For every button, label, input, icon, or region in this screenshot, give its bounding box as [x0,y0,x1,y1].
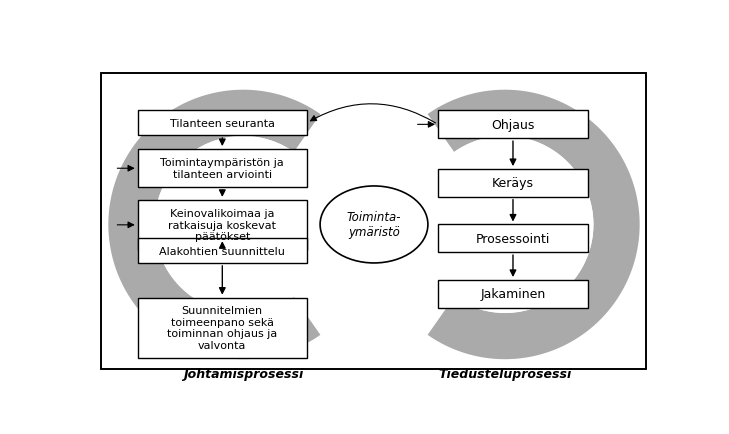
Bar [438,225,588,253]
Text: Toimintaympäristön ja
tilanteen arviointi: Toimintaympäristön ja tilanteen arvioint… [160,158,284,180]
Polygon shape [109,91,320,359]
Circle shape [155,137,332,313]
Polygon shape [241,95,258,107]
Bar [138,239,307,263]
Text: Suunnitelmien
toimeenpano sekä
toiminnan ohjaus ja
valvonta: Suunnitelmien toimeenpano sekä toiminnan… [167,306,278,350]
Polygon shape [428,91,639,359]
Polygon shape [241,342,258,355]
Polygon shape [623,216,635,234]
Bar [138,111,307,136]
Bar [438,280,588,308]
Bar [438,170,588,197]
Text: Keinovalikoimaa ja
ratkaisuja koskevat
päätökset: Keinovalikoimaa ja ratkaisuja koskevat p… [168,209,276,242]
Text: Keräys: Keräys [492,177,534,190]
Bar [101,74,646,369]
Bar [438,111,588,139]
Bar [138,150,307,188]
Text: Johtamisprosessi: Johtamisprosessi [183,367,303,380]
Text: Ohjaus: Ohjaus [491,118,534,132]
Ellipse shape [320,187,428,263]
Text: Toiminta-
ymäristö: Toiminta- ymäristö [347,211,401,239]
Circle shape [416,137,593,313]
Bar [138,298,307,358]
Polygon shape [113,216,125,234]
Text: Tilanteen seuranta: Tilanteen seuranta [170,118,275,128]
Text: Jakaminen: Jakaminen [480,288,545,301]
Polygon shape [490,342,507,355]
Bar [101,74,646,369]
Bar [138,201,307,250]
Text: Alakohtien suunnittelu: Alakohtien suunnittelu [160,246,285,256]
Text: Prosessointi: Prosessointi [476,232,550,245]
Polygon shape [490,95,507,107]
Text: Tiedusteluprosessi: Tiedusteluprosessi [438,367,572,380]
